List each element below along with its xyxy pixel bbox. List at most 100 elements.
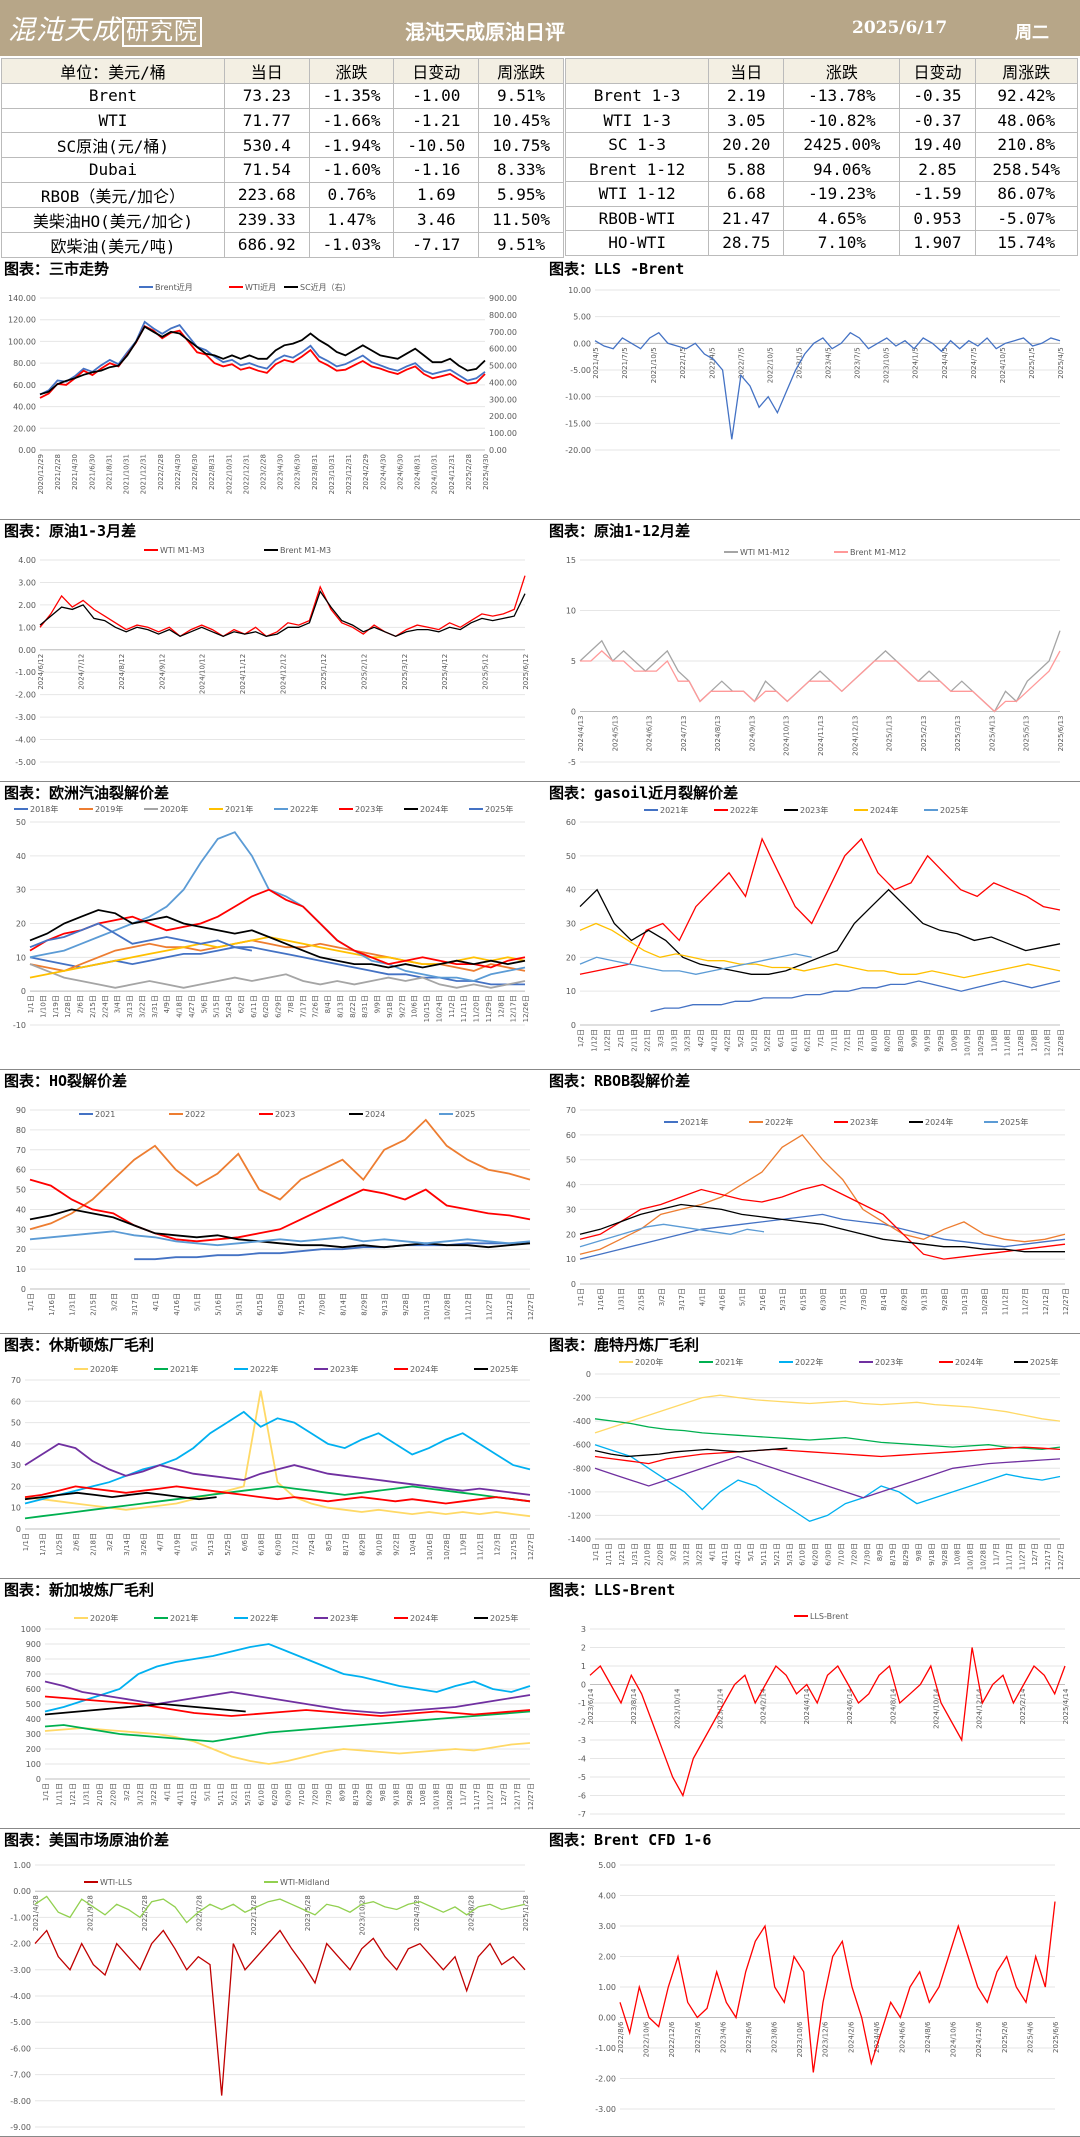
y-tick-label: 10 <box>16 953 26 962</box>
table-row: SC原油(元/桶) 530.4 -1.94% -10.50 10.75% <box>1 132 564 158</box>
x-tick-label: 10/16日 <box>426 1533 434 1560</box>
x-tick-label: 2/10日 <box>96 1783 104 1806</box>
y-tick-label: 80.00 <box>13 359 36 368</box>
x-tick-label: 2025/4/6 <box>1026 2021 1034 2053</box>
x-tick-label: 2/1日 <box>617 1029 625 1047</box>
table-header-cell: 涨跌 <box>308 58 395 84</box>
legend-label: 2020年 <box>90 1613 118 1623</box>
y-tick-label: -1.00 <box>595 2044 616 2053</box>
x-tick-label: 2025/6/6 <box>1052 2021 1060 2053</box>
x-tick-label: 3/3日 <box>657 1029 665 1047</box>
legend-label: 2023年 <box>875 1357 903 1367</box>
x-tick-label: 3/2日 <box>123 1783 131 1801</box>
x-tick-label: 10/18日 <box>433 1783 441 1810</box>
x-tick-label: 3/12日 <box>136 1783 144 1806</box>
series-line <box>579 922 1061 979</box>
x-tick-label: 5/1日 <box>204 1783 212 1801</box>
x-tick-label: 1/16日 <box>597 1288 605 1311</box>
x-tick-label: 8/31日 <box>361 995 369 1018</box>
y-tick-label: 1000 <box>21 1625 41 1634</box>
x-tick-label: 6/15日 <box>256 1293 264 1316</box>
x-tick-label: 2025/5/12 <box>482 654 490 690</box>
x-tick-label: 3/22日 <box>695 1543 703 1566</box>
chart-title: 图表：原油1-3月差 <box>4 522 137 540</box>
table-cell: 239.33 <box>223 206 310 233</box>
y-tick-label: 5 <box>571 657 576 666</box>
x-tick-label: 12/12日 <box>1042 1288 1050 1315</box>
table-cell: -1.00 <box>393 83 480 109</box>
chart-title: 图表：Brent CFD 1-6 <box>549 1831 712 1849</box>
x-tick-label: 8/29日 <box>902 1543 910 1566</box>
x-tick-label: 10/19日 <box>964 1029 972 1056</box>
x-tick-label: 11/27日 <box>1022 1288 1030 1315</box>
y-tick-label: 70 <box>16 1146 26 1155</box>
y-tick-label: 0 <box>36 1775 41 1784</box>
y-tick-label: 10.00 <box>568 286 591 295</box>
y-tick-label: 20 <box>566 1230 576 1239</box>
x-tick-label: 5/12日 <box>750 1029 758 1052</box>
x-tick-label: 1/21日 <box>618 1543 626 1566</box>
legend-label: Brent M1-M3 <box>280 546 331 555</box>
series-line <box>44 1703 246 1716</box>
x-tick-label: 9/28日 <box>402 1293 410 1316</box>
x-tick-label: 2024/12/6 <box>975 2021 983 2057</box>
table-cell: 欧柴油(美元/吨) <box>1 231 225 258</box>
series-line <box>34 1895 526 1924</box>
x-tick-label: 2021/12/31 <box>140 454 148 494</box>
series-line <box>580 650 1061 713</box>
x-tick-label: 7/26日 <box>312 995 320 1018</box>
x-tick-label: 2023/4/30 <box>277 454 285 490</box>
table-cell: RBOB（美元/加仑） <box>1 181 225 208</box>
y-tick-label: 70 <box>11 1376 21 1385</box>
table-row: Brent 1-12 5.88 94.06% 2.85 258.54% <box>564 156 1079 182</box>
table-cell: 5.88 <box>708 156 785 182</box>
table-cell: 21.47 <box>708 205 785 231</box>
legend-label: 2025年 <box>940 805 968 815</box>
y-tick-label: 10 <box>16 1265 26 1274</box>
x-tick-label: 6/30日 <box>825 1543 833 1566</box>
spread-table: 当日 涨跌 日变动 周涨跌 Brent 1-3 2.19 -13.78% -0.35 92.42… <box>564 58 1079 256</box>
legend-label: 2021年 <box>170 1364 198 1374</box>
table-row: RBOB（美元/加仑） 223.68 0.76% 1.69 5.95% <box>1 181 564 208</box>
x-tick-label: 2022/12/6 <box>668 2021 676 2057</box>
legend-label: 2023年 <box>355 804 383 814</box>
x-tick-label: 2024/10/14 <box>932 1688 940 1729</box>
x-tick-label: 2024/5/13 <box>611 716 619 752</box>
x-tick-label: 2021/4/28 <box>32 1895 40 1931</box>
x-tick-label: 4/18日 <box>176 995 184 1018</box>
x-tick-label: 2024/8/13 <box>714 716 722 752</box>
y-tick-label: 30 <box>11 1461 21 1470</box>
chart-svg: -3.00 -2.00 -1.00 0.00 1.00 2.00 3.00 4.00 5.00 2… <box>595 1861 1060 2114</box>
x-tick-label: 9/19日 <box>924 1029 932 1052</box>
x-tick-label: 11/21日 <box>477 1533 485 1560</box>
x-tick-label: 6/11日 <box>790 1029 798 1052</box>
x-tick-label: 11/27日 <box>485 1293 493 1320</box>
table-cell: -13.78% <box>783 83 901 109</box>
table-cell: WTI 1-3 <box>564 107 710 133</box>
table-cell: -1.66% <box>308 107 395 133</box>
x-tick-label: 5/16日 <box>215 1293 223 1316</box>
table-cell: -1.21 <box>393 107 480 133</box>
x-tick-label: 5/1日 <box>190 1533 198 1551</box>
x-tick-label: 2023/2/6 <box>694 2021 702 2053</box>
x-tick-label: 8/13日 <box>336 995 344 1018</box>
x-tick-label: 10/28日 <box>443 1533 451 1560</box>
x-tick-label: 10/18日 <box>967 1543 975 1570</box>
x-tick-label: 11/17日 <box>1005 1543 1013 1570</box>
chart-panel-c12: -7 -6 -5 -4 -3 -2 -1 0 1 2 3 2023/6/14 2023/8/14 2023… <box>545 1579 1080 1829</box>
x-tick-label: 5/2日 <box>737 1029 745 1047</box>
x-tick-label: 2025/1/5 <box>1028 347 1036 378</box>
x-tick-label: 4/7日 <box>157 1533 165 1551</box>
y-tick-label: 600 <box>26 1685 41 1694</box>
x-tick-label: 12/17日 <box>1044 1543 1052 1570</box>
legend-label: SC近月（右） <box>300 282 351 292</box>
legend-label: 2021年 <box>715 1357 743 1367</box>
x-tick-label: 3/31日 <box>151 995 159 1018</box>
x-tick-label: 7/30日 <box>325 1783 333 1806</box>
x-tick-label: 6/15日 <box>799 1288 807 1311</box>
x-tick-label: 5/22日 <box>764 1029 772 1052</box>
y-tick-label: 1.00 <box>18 623 36 632</box>
y-tick-label: 2.00 <box>18 601 36 610</box>
x-tick-label: 11/17日 <box>473 1783 481 1810</box>
y-tick-label: 70 <box>566 1106 576 1115</box>
